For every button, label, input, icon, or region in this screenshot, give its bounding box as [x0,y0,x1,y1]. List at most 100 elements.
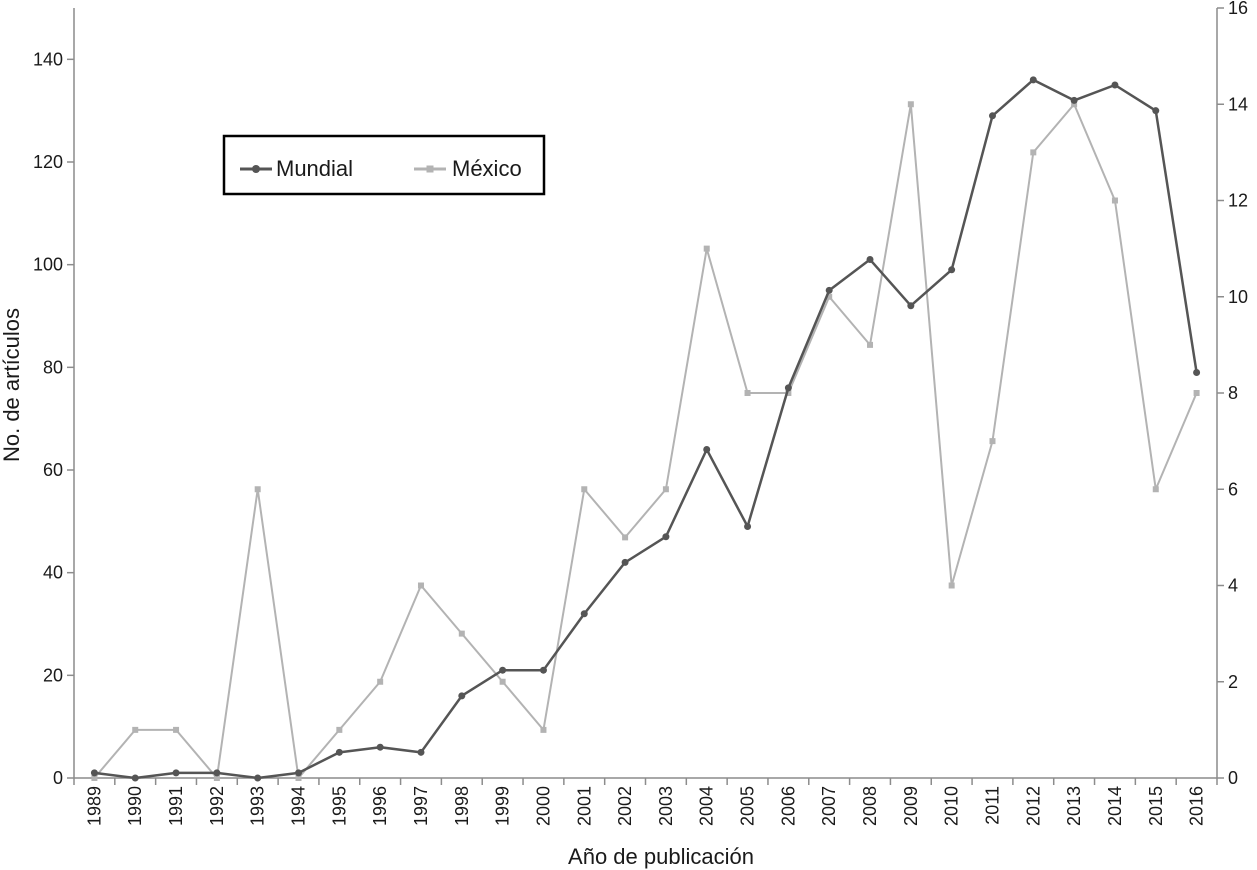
x-axis-title: Año de publicación [568,844,754,869]
x-tick-label: 1989 [84,786,104,826]
data-point [784,384,792,392]
data-point [336,726,343,733]
y-left-tick-label: 140 [33,49,63,69]
y-right-tick-label: 0 [1228,768,1238,788]
x-tick-label: 2002 [615,786,635,826]
data-point [581,486,588,493]
data-point [580,610,588,618]
data-point [1152,486,1159,493]
legend-label-mexico: México [452,156,522,181]
data-point [907,101,914,108]
axes: 0 20 40 60 80 100 120 140 0 2 4 6 8 10 12 14 16 1989 1990 1… [33,0,1248,826]
data-point [458,630,465,637]
data-point [948,582,955,589]
x-tick-label: 2016 [1187,786,1207,826]
y-right-tick-label: 2 [1228,672,1238,692]
data-point [539,666,547,674]
legend-mundial-marker [252,165,260,173]
x-tick-label: 1991 [166,786,186,826]
y-right-tick-label: 16 [1228,0,1248,18]
data-point [826,293,833,300]
data-point [377,678,384,685]
y-left-tick-label: 60 [43,460,63,480]
data-point [132,726,139,733]
x-tick-label: 1990 [125,786,145,826]
y-left-tick-label: 40 [43,563,63,583]
data-point [254,486,261,493]
data-point [662,486,669,493]
data-point [866,256,874,264]
data-point [376,743,384,751]
data-point [295,775,302,781]
x-tick-label: 2000 [533,786,553,826]
data-point [417,582,424,589]
data-point [499,678,506,685]
data-point [1029,76,1037,84]
data-point [825,286,833,294]
x-tick-label: 2005 [738,786,758,826]
data-point [335,748,343,756]
data-point [744,390,751,396]
x-tick-label: 2001 [574,786,594,826]
y-left-tick-label: 20 [43,665,63,685]
x-tick-label: 2014 [1105,786,1125,826]
y-left-tick-label: 100 [33,255,63,275]
data-point [295,769,303,777]
series-line [94,78,1198,780]
data-point [907,302,915,310]
data-point [1030,149,1037,156]
legend-mexico-marker [426,165,434,173]
y-left-tick-label: 0 [53,768,63,788]
x-tick-label: 1997 [411,786,431,826]
data-point [91,775,98,781]
data-point [989,438,996,445]
data-point [1111,197,1118,204]
x-tick-label: 2010 [942,786,962,826]
data-point [988,112,996,120]
x-tick-label: 2008 [860,786,880,826]
x-tick-label: 2007 [819,786,839,826]
data-point [417,748,425,756]
data-point [867,341,874,348]
data-point [213,775,220,781]
x-tick-label: 2009 [901,786,921,826]
data-point [662,533,670,541]
x-tick-label: 2011 [982,786,1002,825]
y-right-tick-label: 10 [1228,287,1248,307]
data-point [1193,390,1200,396]
legend: Mundial México [222,134,546,196]
data-point [254,774,262,782]
data-point [1152,107,1160,115]
data-point [1070,96,1078,104]
data-point [1071,101,1078,108]
data-point [90,769,98,777]
y-left-tick-label: 80 [43,357,63,377]
x-tick-label: 2004 [697,786,717,826]
series-group [90,76,1201,782]
y-right-tick-label: 14 [1228,94,1248,114]
x-tick-label: 1999 [493,786,513,826]
data-point [948,266,956,274]
y-axis-title: No. de artículos [0,308,24,462]
data-point [173,726,180,733]
x-tick-label: 1992 [207,786,227,826]
data-point [213,769,221,777]
legend-box [222,134,546,196]
series-layer [90,76,1201,782]
data-point [621,558,629,566]
data-point [703,445,711,453]
x-tick-label: 2003 [656,786,676,826]
series-group [91,101,1200,781]
x-tick-label: 2013 [1064,786,1084,826]
data-point [131,774,139,782]
x-tick-label: 1993 [248,786,268,826]
data-point [622,534,629,541]
y-right-tick-label: 12 [1228,191,1248,211]
data-point [172,769,180,777]
x-tick-label: 1996 [370,786,390,826]
y-right-tick-label: 4 [1228,576,1238,596]
data-point [1111,81,1119,89]
x-tick-label: 1995 [329,786,349,826]
x-tick-label: 2015 [1146,786,1166,826]
